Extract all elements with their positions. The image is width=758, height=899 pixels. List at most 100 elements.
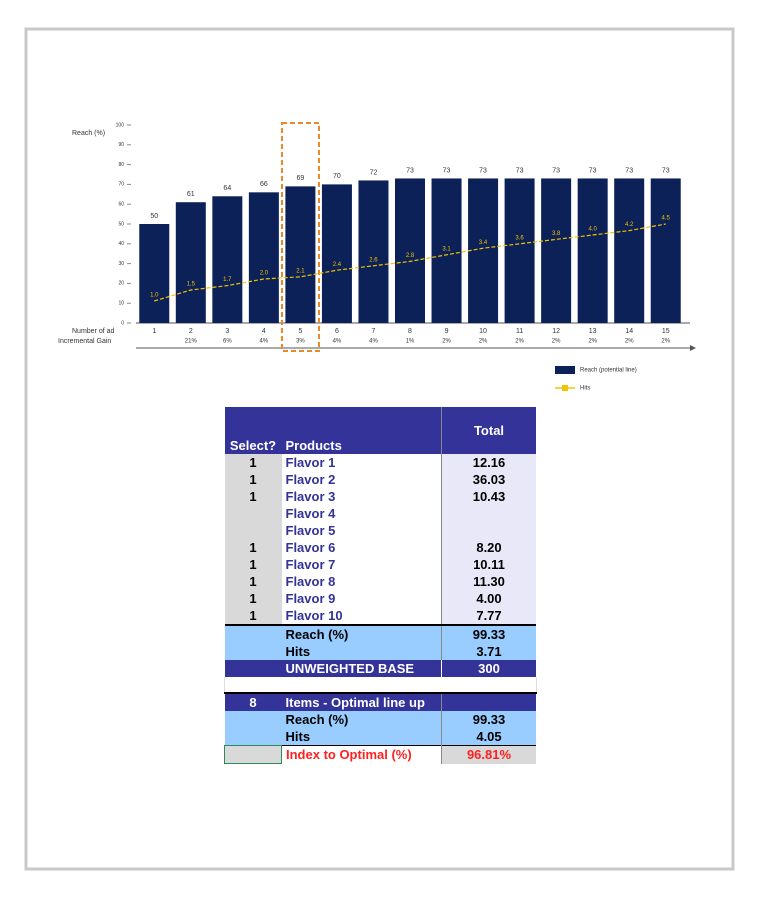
table-row: 1 Flavor 10 7.77 bbox=[224, 607, 536, 625]
table-row: Hits 3.71 bbox=[224, 643, 536, 660]
table-row: Reach (%) 99.33 bbox=[224, 711, 536, 728]
table-cell: Reach (%) bbox=[281, 625, 442, 643]
y-tick-label: 10 bbox=[118, 301, 124, 307]
table-cell: Flavor 2 bbox=[281, 471, 442, 488]
y-tick-label: 30 bbox=[118, 261, 124, 267]
table-cell bbox=[441, 693, 536, 711]
spacer-cell bbox=[224, 677, 537, 693]
x-tick-label: 1 bbox=[152, 328, 156, 335]
table-cell: 300 bbox=[441, 660, 536, 677]
legend-label: Hits bbox=[580, 386, 590, 392]
table-cell: 1 bbox=[224, 471, 282, 488]
hits-label: 3.1 bbox=[442, 246, 451, 252]
table-row: 1 Flavor 2 36.03 bbox=[224, 471, 536, 488]
x-tick-label: 10 bbox=[479, 328, 487, 335]
x-tick-label: 11 bbox=[516, 328, 523, 335]
bar bbox=[175, 202, 206, 323]
gain-label: Incremental Gain bbox=[58, 338, 111, 345]
table-cell: Flavor 3 bbox=[281, 488, 442, 505]
bar-label: 50 bbox=[150, 213, 158, 220]
gain-label: 4% bbox=[369, 339, 378, 345]
table-cell: Flavor 6 bbox=[281, 539, 442, 556]
table-cell: UNWEIGHTED BASE bbox=[281, 660, 442, 677]
y-tick-label: 20 bbox=[118, 281, 124, 287]
table-cell: Items - Optimal line up bbox=[281, 693, 442, 711]
table-cell: 1 bbox=[224, 590, 282, 607]
table-cell: Flavor 1 bbox=[281, 454, 442, 471]
legend-swatch bbox=[555, 366, 575, 374]
x-tick-label: 7 bbox=[372, 328, 376, 335]
table-row: Index to Optimal (%) 96.81% bbox=[224, 745, 536, 764]
table-cell: 96.81% bbox=[441, 745, 536, 764]
table-cell: Hits bbox=[281, 728, 442, 746]
y-tick-label: 0 bbox=[121, 320, 124, 326]
x-tick-label: 2 bbox=[189, 328, 193, 335]
y-tick-label: 40 bbox=[118, 241, 124, 247]
bar bbox=[212, 196, 243, 323]
hits-label: 3.8 bbox=[552, 231, 561, 237]
hits-label: 2.1 bbox=[296, 268, 305, 274]
gain-label: 2% bbox=[588, 339, 597, 345]
gain-label: 21% bbox=[185, 339, 198, 345]
legend-label: Reach (potential line) bbox=[580, 368, 637, 374]
table-cell bbox=[224, 660, 282, 677]
table-cell: Total bbox=[441, 407, 536, 454]
x-tick-label: 4 bbox=[262, 328, 266, 335]
x-tick-label: 15 bbox=[662, 328, 670, 335]
bar bbox=[321, 184, 352, 323]
table-cell: 11.30 bbox=[441, 573, 536, 590]
hits-label: 3.6 bbox=[515, 235, 524, 241]
table-cell: 4.00 bbox=[441, 590, 536, 607]
hits-label: 2.8 bbox=[406, 253, 415, 259]
table-cell: 7.77 bbox=[441, 607, 536, 625]
table-row: 1 Flavor 9 4.00 bbox=[224, 590, 536, 607]
bar-label: 73 bbox=[443, 167, 451, 174]
table-cell bbox=[224, 625, 282, 643]
gain-label: 2% bbox=[442, 339, 451, 345]
hits-label: 2.0 bbox=[260, 271, 269, 277]
x-tick-label: 5 bbox=[298, 328, 302, 335]
table-cell: Hits bbox=[281, 643, 442, 660]
table-cell: 8 bbox=[224, 693, 282, 711]
gain-label: 2% bbox=[625, 339, 634, 345]
gain-label: 2% bbox=[515, 339, 524, 345]
table-cell bbox=[224, 522, 282, 539]
table-row: Flavor 5 bbox=[224, 522, 536, 539]
table-cell: Select? bbox=[224, 407, 282, 454]
table-cell bbox=[224, 505, 282, 522]
table-cell: 8.20 bbox=[441, 539, 536, 556]
hits-label: 2.6 bbox=[369, 257, 378, 263]
hits-label: 4.0 bbox=[588, 227, 597, 233]
table-row: 1 Flavor 1 12.16 bbox=[224, 454, 536, 471]
y-tick-label: 90 bbox=[118, 142, 124, 148]
table-cell: 1 bbox=[224, 607, 282, 625]
gain-label: 2% bbox=[661, 339, 670, 345]
bar bbox=[504, 178, 535, 323]
y-tick-label: 60 bbox=[118, 202, 124, 208]
hits-label: 4.2 bbox=[625, 222, 634, 228]
table-row: UNWEIGHTED BASE 300 bbox=[224, 660, 536, 677]
hits-label: 2.4 bbox=[333, 262, 342, 268]
gain-label: 2% bbox=[552, 339, 561, 345]
x-tick-label: 6 bbox=[335, 328, 339, 335]
bar bbox=[358, 180, 389, 323]
bar bbox=[468, 178, 499, 323]
bar-label: 73 bbox=[589, 167, 597, 174]
bar bbox=[395, 178, 425, 323]
legend-marker bbox=[562, 385, 568, 391]
table-cell bbox=[224, 745, 282, 764]
bar-label: 70 bbox=[333, 173, 341, 180]
table-cell: 1 bbox=[224, 573, 282, 590]
table-row: 1 Flavor 8 11.30 bbox=[224, 573, 536, 590]
bar bbox=[541, 178, 572, 323]
bar-label: 64 bbox=[223, 185, 231, 192]
bar-label: 69 bbox=[297, 175, 305, 182]
gain-label: 4% bbox=[333, 339, 342, 345]
table-cell bbox=[441, 522, 536, 539]
x-tick-label: 13 bbox=[589, 328, 597, 335]
table-cell: 1 bbox=[224, 454, 282, 471]
gain-label: 3% bbox=[296, 339, 305, 345]
bar-label: 61 bbox=[187, 191, 195, 198]
table-row: 8 Items - Optimal line up bbox=[224, 693, 536, 711]
